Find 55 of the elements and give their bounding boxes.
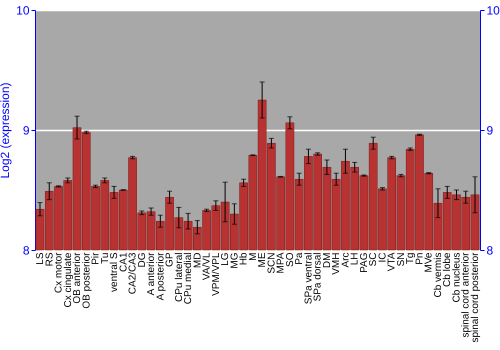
y-tick-label: 10 bbox=[16, 4, 30, 18]
x-tick-label: DG bbox=[136, 252, 148, 268]
x-tick-label: CA1 bbox=[118, 252, 130, 272]
x-tick-label: SPa ventral bbox=[303, 252, 314, 304]
x-tick-label: CPu lateral bbox=[174, 252, 185, 302]
x-tick-label: Hb bbox=[238, 252, 250, 266]
x-tick-label: Arc bbox=[340, 252, 352, 268]
x-tick-label: Cb vermis bbox=[432, 252, 444, 298]
x-tick-label: VPM/VPL bbox=[210, 252, 222, 296]
x-tick-label: IC bbox=[377, 252, 388, 262]
x-tick-label: ME bbox=[257, 252, 268, 268]
x-tick-label: Cx cingulate bbox=[62, 252, 74, 308]
x-tick-label: M bbox=[248, 252, 259, 261]
x-tick-label: PAG bbox=[358, 252, 370, 273]
y2-tick-label: 9 bbox=[486, 124, 494, 138]
x-tick-label: SC bbox=[368, 252, 380, 266]
y2-tick-label: 10 bbox=[486, 4, 500, 18]
x-tick-label: SO bbox=[284, 252, 296, 267]
x-tick-label: spinal cord posterior bbox=[470, 252, 481, 343]
y-tick-label: 8 bbox=[22, 244, 30, 258]
x-tick-label: spinal cord anterior bbox=[460, 252, 472, 338]
x-tick-label: Cx motor bbox=[54, 252, 65, 294]
y-tick-label: 9 bbox=[22, 124, 30, 138]
x-tick-label: RS bbox=[44, 252, 56, 266]
x-tick-label: OB anterior bbox=[72, 252, 84, 304]
x-tick-label: A anterior bbox=[146, 252, 158, 296]
x-tick-label: MD bbox=[192, 252, 204, 268]
x-tick-label: CA2/CA3 bbox=[128, 252, 139, 294]
x-tick-label: Cb lobe bbox=[442, 252, 454, 287]
x-tick-label: VA/VL bbox=[202, 252, 213, 280]
x-tick-label: GP bbox=[164, 252, 176, 267]
x-tick-label: LS bbox=[35, 252, 46, 265]
x-tick-label: DM bbox=[322, 252, 333, 268]
x-tick-label: LH bbox=[350, 252, 361, 266]
x-tick-label: A posterior bbox=[155, 252, 166, 300]
x-tick-label: MPA bbox=[276, 252, 287, 274]
y-axis-title: Log2 (expression) bbox=[0, 82, 12, 179]
x-tick-label: CPu medial bbox=[183, 252, 194, 304]
x-tick-label: VMH bbox=[331, 252, 342, 275]
x-tick-label: OB posterior bbox=[81, 252, 92, 309]
x-tick-label: Pa bbox=[294, 252, 306, 265]
x-tick-label: SN bbox=[396, 252, 407, 266]
x-tick-label: Cb nucleus bbox=[451, 252, 462, 303]
x-tick-label: Pn bbox=[414, 252, 426, 265]
x-tick-label: LG bbox=[220, 252, 232, 266]
x-tick-label: SCN bbox=[266, 252, 278, 274]
x-tick-label: VTA bbox=[386, 252, 398, 272]
x-tick-label: SPa dorsal bbox=[312, 252, 324, 302]
x-tick-label: MVe bbox=[424, 252, 435, 273]
x-tick-label: Pir bbox=[90, 252, 102, 265]
x-tick-label: MG bbox=[229, 252, 240, 269]
x-tick-label: ventral S bbox=[109, 252, 120, 292]
x-tick-label: Tg bbox=[405, 252, 416, 264]
x-tick-label: Tu bbox=[100, 252, 111, 264]
y2-tick-label: 8 bbox=[486, 244, 494, 258]
